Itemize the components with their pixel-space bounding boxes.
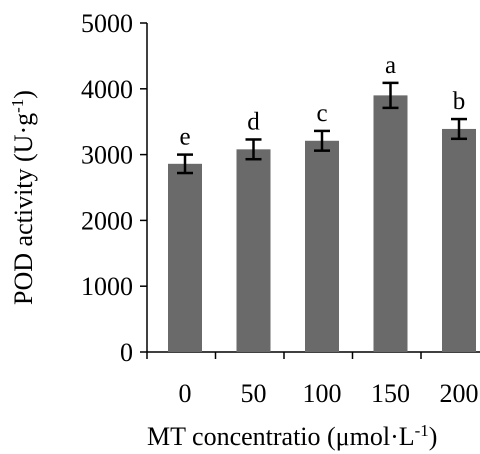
bar-50: [236, 149, 271, 352]
x-axis-title: MT concentratio (μmol·L-1): [147, 421, 437, 452]
bars: [168, 95, 476, 352]
x-tick-label: 200: [440, 379, 479, 408]
y-axis-title-main: POD activity (U·g: [9, 113, 38, 305]
significance-letter: a: [385, 52, 396, 79]
y-axis-title-tail: ): [9, 90, 38, 99]
significance-letter: e: [179, 124, 190, 151]
y-tick-label: 3000: [81, 141, 133, 170]
y-tick-label: 2000: [81, 206, 133, 235]
error-bar-150: [382, 81, 399, 110]
x-tick-label: 0: [179, 379, 192, 408]
category-labels: 0 50 100 150 200: [179, 379, 479, 408]
error-bar-50: [245, 138, 262, 161]
x-axis-title-tail: ): [429, 422, 438, 451]
y-axis-title: POD activity (U·g-1): [8, 90, 39, 305]
x-tick-label: 100: [303, 379, 342, 408]
y-ticks: 0 1000 2000 3000 4000 5000: [81, 9, 147, 367]
error-bars: [177, 81, 467, 175]
error-bar-200: [451, 117, 467, 141]
y-tick-label: 0: [120, 338, 133, 367]
error-bar-0: [177, 153, 193, 175]
y-tick-label: 4000: [81, 75, 133, 104]
error-bar-100: [314, 129, 330, 152]
x-axis-title-main: MT concentratio (μmol·L: [147, 422, 415, 451]
y-axis-title-sup: -1: [8, 99, 27, 113]
x-ticks: [146, 352, 422, 359]
significance-letter: b: [453, 88, 466, 115]
bar-200: [442, 128, 476, 352]
bar-0: [168, 163, 202, 352]
y-tick-label: 5000: [81, 9, 133, 38]
x-axis-title-sup: -1: [415, 421, 429, 440]
x-tick-label: 150: [371, 379, 410, 408]
y-tick-label: 1000: [81, 272, 133, 301]
significance-letter: c: [316, 100, 327, 127]
bar-100: [305, 140, 339, 352]
significance-letter: d: [247, 108, 260, 135]
bar-150: [373, 95, 408, 352]
x-tick-label: 50: [241, 379, 267, 408]
significance-letters: e d c a b: [179, 52, 465, 151]
